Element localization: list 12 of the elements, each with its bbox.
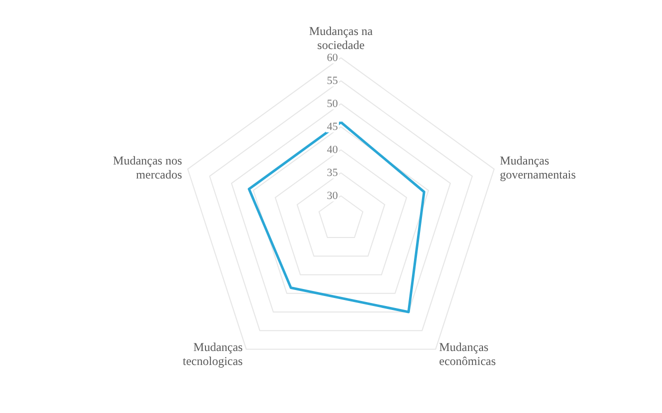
spoke-label: Mudanças nos mercados <box>113 153 182 182</box>
y-tick-label: 40 <box>326 144 338 156</box>
spoke-label: Mudanças econômicas <box>439 340 496 368</box>
y-tick-label: 30 <box>326 190 338 202</box>
y-tick-label: 50 <box>326 98 338 110</box>
spoke-label: Mudanças tecnologicas <box>182 340 244 368</box>
y-tick-label: 55 <box>326 74 338 87</box>
y-tick-label: 35 <box>326 166 338 179</box>
y-tick-label: 60 <box>326 52 338 64</box>
spoke-label: Mudanças na sociedade <box>309 24 374 52</box>
spoke-label: Mudanças governamentais <box>500 153 576 182</box>
y-tick-label: 45 <box>326 120 338 133</box>
